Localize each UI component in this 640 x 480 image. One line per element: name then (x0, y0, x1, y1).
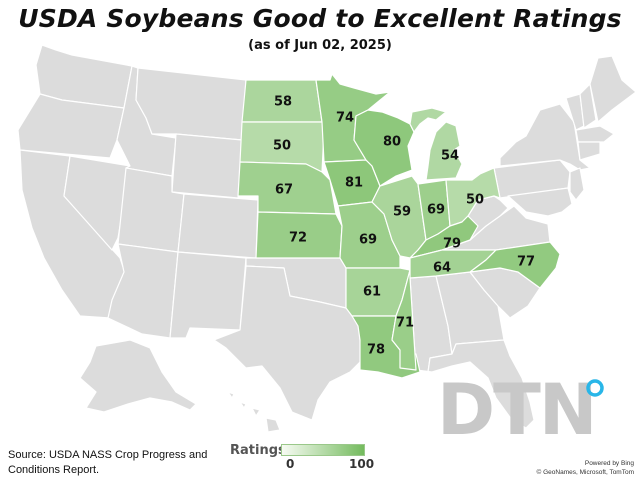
rating-label-louisiana: 78 (367, 343, 385, 358)
state-florida (415, 339, 535, 429)
state-connecticut (577, 141, 601, 161)
rating-label-mississippi: 71 (396, 316, 414, 331)
source-note: Source: USDA NASS Crop Progress and Cond… (8, 449, 208, 476)
legend-color-bar (281, 444, 365, 456)
rating-labels: 58 50 67 72 74 81 69 61 78 80 59 71 54 69 50 79 64 77 (273, 95, 535, 358)
rating-label-wisconsin: 80 (383, 135, 401, 150)
rating-label-tennessee: 64 (433, 261, 451, 276)
rating-label-iowa: 81 (345, 176, 363, 191)
rating-label-north-dakota: 58 (274, 95, 292, 110)
rating-label-missouri: 69 (359, 233, 377, 248)
state-kentucky (409, 215, 479, 259)
state-maryland (507, 187, 573, 217)
logo-dot-icon (586, 379, 604, 397)
rating-label-south-dakota: 50 (273, 139, 291, 154)
state-mississippi (391, 269, 419, 371)
rating-label-north-carolina: 77 (517, 255, 535, 270)
rating-label-arkansas: 61 (363, 285, 381, 300)
state-nevada (63, 155, 131, 251)
state-oregon (17, 93, 125, 159)
dtn-logo: DTN (437, 378, 604, 438)
legend-title: Ratings (230, 443, 286, 458)
legend-max-label: 100 (349, 457, 375, 471)
unrated-states (17, 44, 637, 433)
rating-label-nebraska: 67 (275, 183, 293, 198)
state-new-jersey (569, 167, 585, 201)
state-wisconsin (353, 109, 415, 187)
rating-label-indiana: 69 (427, 203, 445, 218)
rated-states (237, 73, 561, 379)
rating-label-kansas: 72 (289, 231, 307, 246)
state-montana (135, 67, 247, 141)
dtn-logo-text: DTN (437, 378, 595, 438)
state-new-hampshire (579, 83, 597, 129)
rating-label-kentucky: 79 (443, 237, 461, 252)
state-alaska (79, 339, 197, 413)
state-massachusetts (575, 125, 615, 143)
map-title: USDA Soybeans Good to Excellent Ratings (18, 4, 622, 33)
state-north-carolina (469, 241, 561, 289)
state-maine (589, 55, 637, 123)
map-credit-copyright: © GeoNames, Microsoft, TomTom (536, 469, 635, 476)
legend-min-label: 0 (286, 457, 295, 471)
map-subtitle: (as of Jun 02, 2025) (248, 38, 392, 53)
rating-label-ohio: 50 (466, 193, 484, 208)
state-new-mexico (169, 251, 247, 339)
state-texas (213, 265, 363, 421)
rating-label-michigan: 54 (441, 149, 459, 164)
state-colorado (177, 193, 259, 259)
state-hawaii (227, 391, 281, 433)
rating-label-illinois: 59 (393, 205, 411, 220)
rating-label-minnesota: 74 (336, 111, 354, 126)
state-michigan (409, 107, 463, 181)
state-wyoming (171, 133, 243, 199)
map-credit-powered: Powered by Bing (584, 460, 634, 467)
